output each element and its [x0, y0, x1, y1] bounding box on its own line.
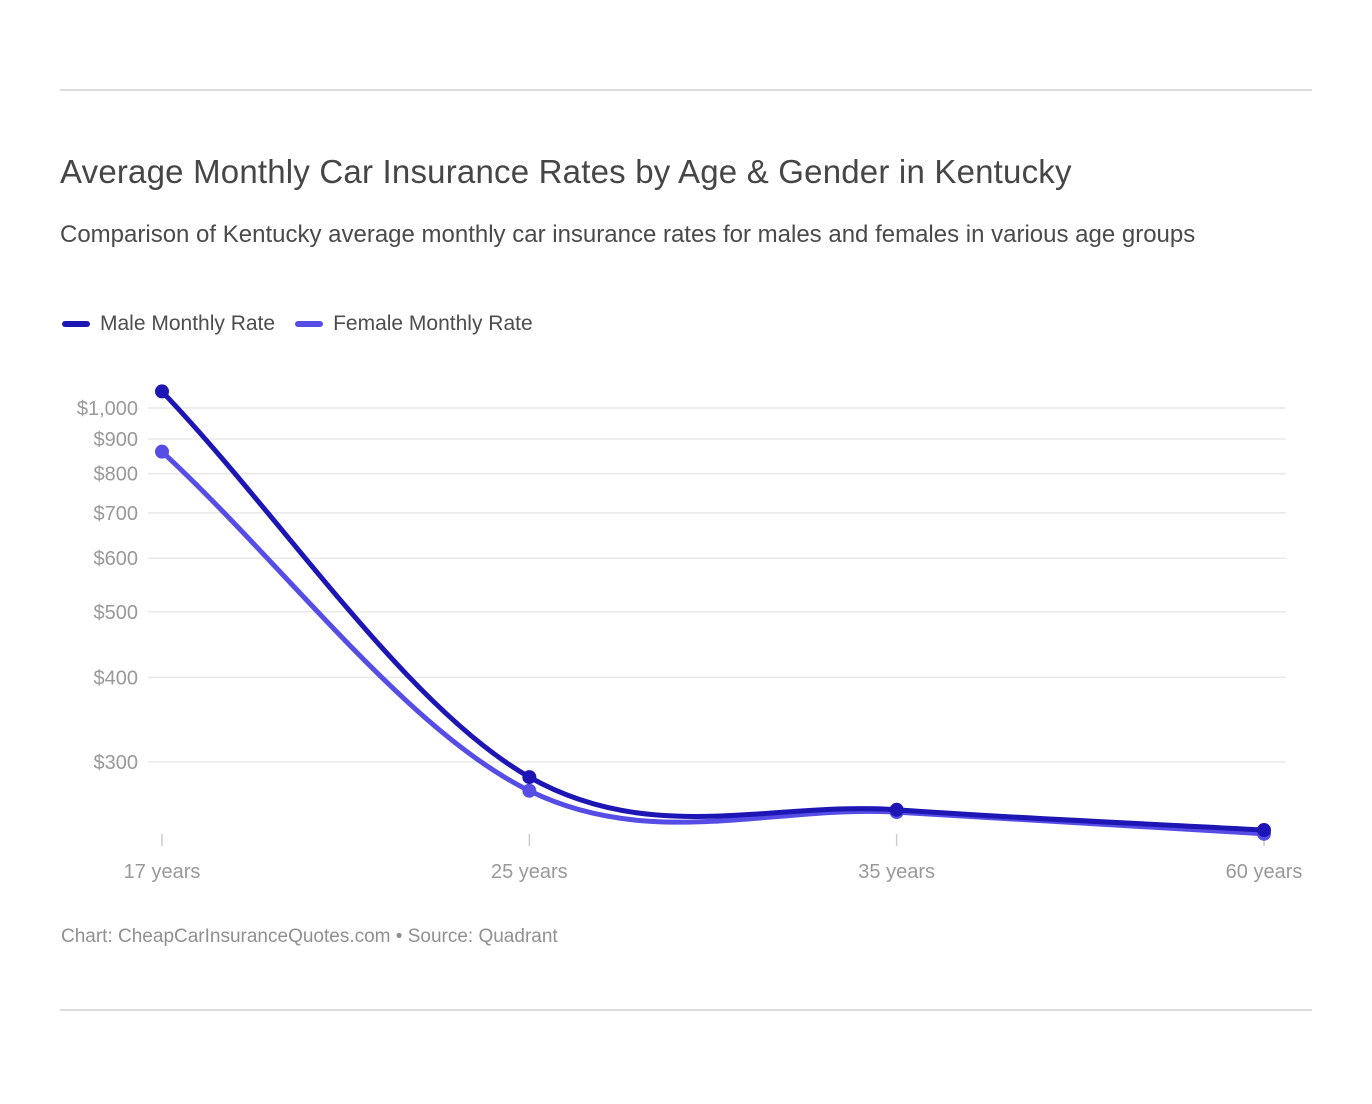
svg-text:35 years: 35 years [858, 861, 935, 883]
chart-canvas: $300 $400 $500 $600 $700 $800 $900 $1,000 17 yea… [77, 384, 1303, 883]
svg-text:$1,000: $1,000 [77, 398, 138, 420]
male-series-swatch-icon [62, 321, 90, 327]
chart-legend: Male Monthly Rate Female Monthly Rate [62, 312, 533, 336]
female-series-swatch-icon [295, 321, 324, 327]
svg-text:$700: $700 [94, 503, 139, 525]
svg-text:$800: $800 [94, 464, 139, 486]
chart-area: $300 $400 $500 $600 $700 $800 $900 $1,000 17 yea… [0, 360, 1372, 900]
top-divider [60, 89, 1312, 91]
legend-item-female: Female Monthly Rate [295, 312, 533, 336]
chart-attribution: Chart: CheapCarInsuranceQuotes.com • Sou… [61, 926, 558, 947]
svg-text:$400: $400 [94, 667, 139, 689]
legend-label-male: Male Monthly Rate [100, 312, 276, 335]
svg-text:$300: $300 [94, 752, 139, 774]
svg-text:$600: $600 [94, 548, 139, 570]
bottom-divider [60, 1009, 1312, 1011]
svg-text:$500: $500 [94, 602, 139, 624]
svg-text:25 years: 25 years [491, 861, 568, 883]
svg-text:60 years: 60 years [1226, 861, 1303, 883]
svg-text:17 years: 17 years [124, 861, 201, 883]
chart-subtitle: Comparison of Kentucky average monthly c… [60, 221, 1196, 248]
legend-item-male: Male Monthly Rate [62, 312, 275, 336]
page-title: Average Monthly Car Insurance Rates by A… [60, 153, 1072, 190]
svg-text:$900: $900 [94, 429, 139, 451]
legend-label-female: Female Monthly Rate [333, 312, 533, 335]
